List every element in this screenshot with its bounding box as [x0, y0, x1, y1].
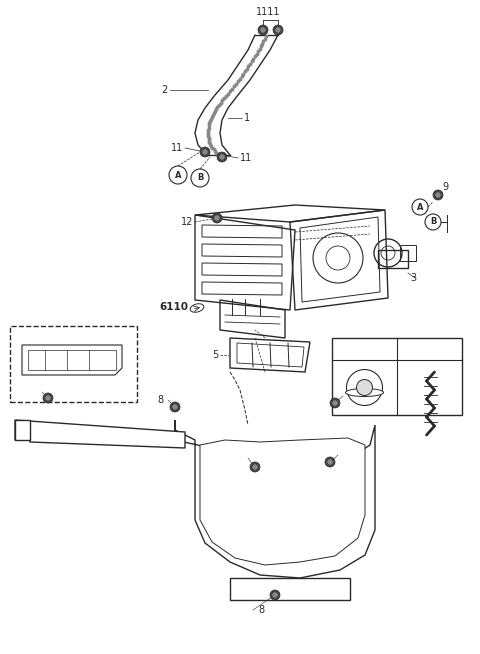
Text: A: A — [417, 203, 423, 211]
Circle shape — [328, 460, 332, 464]
Polygon shape — [15, 420, 185, 448]
Circle shape — [436, 193, 440, 198]
Text: 2: 2 — [162, 85, 168, 95]
Text: (W/O REAR DUCT): (W/O REAR DUCT) — [36, 332, 112, 341]
Ellipse shape — [346, 388, 384, 396]
Circle shape — [330, 398, 340, 408]
Circle shape — [433, 190, 443, 200]
Circle shape — [258, 25, 268, 35]
Text: 5: 5 — [212, 350, 218, 360]
Circle shape — [276, 27, 280, 32]
Circle shape — [191, 169, 209, 187]
Text: 6110: 6110 — [159, 302, 188, 312]
Bar — [332, 338, 462, 415]
Circle shape — [347, 370, 383, 405]
Circle shape — [273, 25, 283, 35]
Text: 1: 1 — [244, 113, 250, 123]
Circle shape — [333, 401, 337, 405]
Text: 8: 8 — [348, 391, 354, 401]
Text: 6: 6 — [97, 435, 103, 445]
Text: A: A — [175, 171, 181, 179]
Text: 8: 8 — [157, 395, 163, 405]
Circle shape — [412, 199, 428, 215]
FancyBboxPatch shape — [10, 326, 137, 402]
Circle shape — [253, 465, 257, 470]
Circle shape — [425, 214, 441, 230]
Circle shape — [273, 593, 277, 597]
Circle shape — [250, 462, 260, 472]
Text: 12: 12 — [180, 217, 193, 227]
Circle shape — [217, 152, 227, 162]
Circle shape — [220, 155, 224, 160]
Text: 1111: 1111 — [256, 7, 280, 17]
Circle shape — [43, 393, 53, 403]
Text: 11: 11 — [240, 153, 252, 163]
Text: 8: 8 — [237, 453, 243, 463]
Circle shape — [261, 27, 265, 32]
Text: 11: 11 — [171, 143, 183, 153]
Text: 8: 8 — [343, 450, 349, 460]
Text: B: B — [197, 173, 203, 182]
Circle shape — [325, 457, 335, 467]
Circle shape — [173, 405, 177, 409]
Circle shape — [215, 216, 219, 220]
Text: B: B — [430, 218, 436, 226]
Text: 7: 7 — [217, 525, 223, 535]
Text: 8: 8 — [258, 605, 264, 615]
Polygon shape — [230, 578, 350, 600]
Polygon shape — [200, 438, 365, 565]
Text: 8: 8 — [31, 387, 37, 397]
Circle shape — [169, 166, 187, 184]
Text: 10: 10 — [423, 344, 436, 354]
Circle shape — [203, 150, 207, 154]
Circle shape — [270, 590, 280, 600]
Polygon shape — [15, 420, 30, 440]
Circle shape — [170, 402, 180, 412]
Circle shape — [46, 396, 50, 400]
Circle shape — [357, 379, 372, 396]
Text: 9: 9 — [442, 182, 448, 192]
Circle shape — [200, 147, 210, 157]
Polygon shape — [175, 420, 375, 578]
Text: 4: 4 — [361, 344, 368, 354]
Text: 3: 3 — [410, 273, 416, 283]
Circle shape — [212, 213, 222, 223]
Text: 5: 5 — [12, 356, 18, 364]
